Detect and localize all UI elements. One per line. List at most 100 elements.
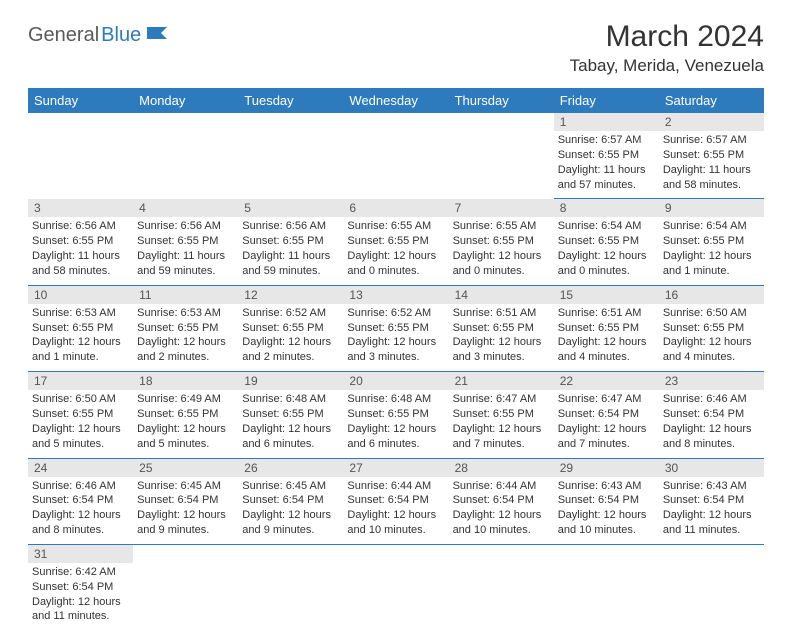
calendar-cell: 13Sunrise: 6:52 AMSunset: 6:55 PMDayligh… <box>343 286 448 372</box>
day-number: 21 <box>449 372 554 390</box>
calendar-cell: 23Sunrise: 6:46 AMSunset: 6:54 PMDayligh… <box>659 372 764 458</box>
day-info: Sunrise: 6:47 AMSunset: 6:54 PMDaylight:… <box>554 390 659 455</box>
day-number: 26 <box>238 459 343 477</box>
calendar-body: 1Sunrise: 6:57 AMSunset: 6:55 PMDaylight… <box>28 113 764 630</box>
sunrise-text: Sunrise: 6:49 AM <box>137 392 234 407</box>
sunset-text: Sunset: 6:55 PM <box>32 407 129 422</box>
day-info: Sunrise: 6:51 AMSunset: 6:55 PMDaylight:… <box>554 304 659 369</box>
sunrise-text: Sunrise: 6:54 AM <box>558 219 655 234</box>
sunset-text: Sunset: 6:55 PM <box>663 234 760 249</box>
sunrise-text: Sunrise: 6:55 AM <box>347 219 444 234</box>
daylight-text: Daylight: 12 hours and 4 minutes. <box>558 335 655 365</box>
day-info: Sunrise: 6:57 AMSunset: 6:55 PMDaylight:… <box>554 131 659 196</box>
logo-text-1: General <box>28 24 99 47</box>
title-block: March 2024 Tabay, Merida, Venezuela <box>570 20 764 76</box>
day-number: 6 <box>343 199 448 217</box>
day-info: Sunrise: 6:43 AMSunset: 6:54 PMDaylight:… <box>659 477 764 542</box>
location: Tabay, Merida, Venezuela <box>570 56 764 76</box>
daylight-text: Daylight: 11 hours and 59 minutes. <box>242 249 339 279</box>
calendar-cell: 3Sunrise: 6:56 AMSunset: 6:55 PMDaylight… <box>28 199 133 285</box>
day-header-cell: Saturday <box>659 88 764 113</box>
calendar-cell: 25Sunrise: 6:45 AMSunset: 6:54 PMDayligh… <box>133 459 238 545</box>
sunset-text: Sunset: 6:55 PM <box>32 321 129 336</box>
day-info: Sunrise: 6:53 AMSunset: 6:55 PMDaylight:… <box>133 304 238 369</box>
day-info: Sunrise: 6:56 AMSunset: 6:55 PMDaylight:… <box>238 217 343 282</box>
calendar-cell <box>449 113 554 199</box>
sunrise-text: Sunrise: 6:44 AM <box>453 479 550 494</box>
sunrise-text: Sunrise: 6:44 AM <box>347 479 444 494</box>
sunset-text: Sunset: 6:55 PM <box>137 407 234 422</box>
day-info: Sunrise: 6:44 AMSunset: 6:54 PMDaylight:… <box>449 477 554 542</box>
calendar-cell: 28Sunrise: 6:44 AMSunset: 6:54 PMDayligh… <box>449 459 554 545</box>
sunrise-text: Sunrise: 6:46 AM <box>663 392 760 407</box>
day-header-cell: Sunday <box>28 88 133 113</box>
calendar-table: SundayMondayTuesdayWednesdayThursdayFrid… <box>28 88 764 630</box>
calendar-cell <box>238 545 343 630</box>
daylight-text: Daylight: 12 hours and 0 minutes. <box>558 249 655 279</box>
day-number: 31 <box>28 545 133 563</box>
calendar-cell: 7Sunrise: 6:55 AMSunset: 6:55 PMDaylight… <box>449 199 554 285</box>
daylight-text: Daylight: 12 hours and 7 minutes. <box>453 422 550 452</box>
sunset-text: Sunset: 6:55 PM <box>347 321 444 336</box>
day-info: Sunrise: 6:52 AMSunset: 6:55 PMDaylight:… <box>238 304 343 369</box>
calendar-cell: 10Sunrise: 6:53 AMSunset: 6:55 PMDayligh… <box>28 286 133 372</box>
day-info: Sunrise: 6:52 AMSunset: 6:55 PMDaylight:… <box>343 304 448 369</box>
sunrise-text: Sunrise: 6:54 AM <box>663 219 760 234</box>
calendar-cell: 27Sunrise: 6:44 AMSunset: 6:54 PMDayligh… <box>343 459 448 545</box>
calendar-cell: 1Sunrise: 6:57 AMSunset: 6:55 PMDaylight… <box>554 113 659 199</box>
daylight-text: Daylight: 12 hours and 7 minutes. <box>558 422 655 452</box>
sunset-text: Sunset: 6:54 PM <box>32 580 129 595</box>
sunset-text: Sunset: 6:55 PM <box>32 234 129 249</box>
calendar-cell: 2Sunrise: 6:57 AMSunset: 6:55 PMDaylight… <box>659 113 764 199</box>
day-info: Sunrise: 6:48 AMSunset: 6:55 PMDaylight:… <box>343 390 448 455</box>
calendar-cell <box>659 545 764 630</box>
calendar-cell: 6Sunrise: 6:55 AMSunset: 6:55 PMDaylight… <box>343 199 448 285</box>
sunset-text: Sunset: 6:54 PM <box>453 493 550 508</box>
sunset-text: Sunset: 6:55 PM <box>558 148 655 163</box>
sunset-text: Sunset: 6:54 PM <box>347 493 444 508</box>
day-header-cell: Tuesday <box>238 88 343 113</box>
calendar-cell: 29Sunrise: 6:43 AMSunset: 6:54 PMDayligh… <box>554 459 659 545</box>
calendar-cell <box>28 113 133 199</box>
day-number: 25 <box>133 459 238 477</box>
daylight-text: Daylight: 12 hours and 2 minutes. <box>242 335 339 365</box>
calendar-cell: 4Sunrise: 6:56 AMSunset: 6:55 PMDaylight… <box>133 199 238 285</box>
daylight-text: Daylight: 12 hours and 9 minutes. <box>137 508 234 538</box>
day-info: Sunrise: 6:45 AMSunset: 6:54 PMDaylight:… <box>238 477 343 542</box>
calendar-cell: 15Sunrise: 6:51 AMSunset: 6:55 PMDayligh… <box>554 286 659 372</box>
day-number: 23 <box>659 372 764 390</box>
sunset-text: Sunset: 6:55 PM <box>347 234 444 249</box>
calendar-cell: 20Sunrise: 6:48 AMSunset: 6:55 PMDayligh… <box>343 372 448 458</box>
day-info: Sunrise: 6:50 AMSunset: 6:55 PMDaylight:… <box>28 390 133 455</box>
daylight-text: Daylight: 12 hours and 5 minutes. <box>137 422 234 452</box>
day-number: 27 <box>343 459 448 477</box>
sunset-text: Sunset: 6:54 PM <box>663 407 760 422</box>
day-number: 3 <box>28 199 133 217</box>
sunrise-text: Sunrise: 6:50 AM <box>663 306 760 321</box>
calendar-cell <box>449 545 554 630</box>
day-info: Sunrise: 6:46 AMSunset: 6:54 PMDaylight:… <box>659 390 764 455</box>
day-info: Sunrise: 6:55 AMSunset: 6:55 PMDaylight:… <box>343 217 448 282</box>
day-number: 1 <box>554 113 659 131</box>
sunrise-text: Sunrise: 6:57 AM <box>663 133 760 148</box>
daylight-text: Daylight: 11 hours and 57 minutes. <box>558 163 655 193</box>
header: General Blue March 2024 Tabay, Merida, V… <box>28 20 764 76</box>
day-number: 24 <box>28 459 133 477</box>
sunset-text: Sunset: 6:55 PM <box>137 321 234 336</box>
calendar-cell: 30Sunrise: 6:43 AMSunset: 6:54 PMDayligh… <box>659 459 764 545</box>
sunset-text: Sunset: 6:54 PM <box>558 493 655 508</box>
day-info: Sunrise: 6:56 AMSunset: 6:55 PMDaylight:… <box>133 217 238 282</box>
day-info: Sunrise: 6:42 AMSunset: 6:54 PMDaylight:… <box>28 563 133 628</box>
sunrise-text: Sunrise: 6:42 AM <box>32 565 129 580</box>
day-header-cell: Monday <box>133 88 238 113</box>
daylight-text: Daylight: 12 hours and 10 minutes. <box>558 508 655 538</box>
day-info: Sunrise: 6:54 AMSunset: 6:55 PMDaylight:… <box>554 217 659 282</box>
daylight-text: Daylight: 12 hours and 11 minutes. <box>663 508 760 538</box>
day-info: Sunrise: 6:54 AMSunset: 6:55 PMDaylight:… <box>659 217 764 282</box>
daylight-text: Daylight: 12 hours and 11 minutes. <box>32 595 129 625</box>
sunset-text: Sunset: 6:55 PM <box>663 321 760 336</box>
sunrise-text: Sunrise: 6:48 AM <box>242 392 339 407</box>
calendar-cell: 24Sunrise: 6:46 AMSunset: 6:54 PMDayligh… <box>28 459 133 545</box>
sunrise-text: Sunrise: 6:43 AM <box>663 479 760 494</box>
day-info: Sunrise: 6:57 AMSunset: 6:55 PMDaylight:… <box>659 131 764 196</box>
